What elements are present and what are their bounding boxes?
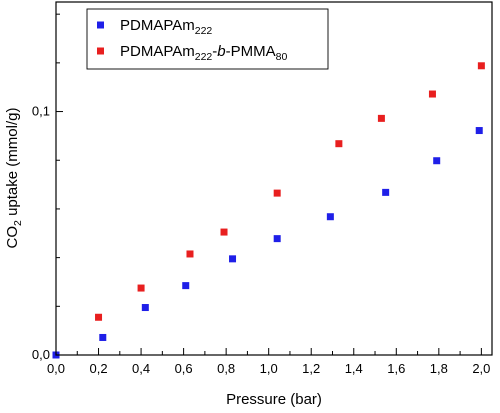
series-2-point <box>428 90 436 98</box>
y-tick-label: 0,1 <box>32 104 50 119</box>
series-1-point <box>99 333 107 341</box>
x-tick-label: 0,2 <box>89 361 107 376</box>
x-tick-label: 1,2 <box>302 361 320 376</box>
marker-layer <box>52 62 485 359</box>
series-1-point <box>382 188 390 196</box>
legend-marker-1 <box>97 21 104 29</box>
series-2-point <box>377 114 385 122</box>
series-2-point <box>477 62 485 70</box>
series-1-point <box>475 127 483 135</box>
x-tick-label: 2,0 <box>472 361 490 376</box>
legend-label-2: PDMAPAm222-b-PMMA80 <box>120 43 287 63</box>
legend: PDMAPAm222 PDMAPAm222-b-PMMA80 <box>86 8 329 70</box>
series-1-point <box>141 304 149 312</box>
series-2-point <box>95 313 103 321</box>
x-tick-label: 1,0 <box>260 361 278 376</box>
x-tick-label: 0,8 <box>217 361 235 376</box>
x-tick-label: 0,6 <box>175 361 193 376</box>
x-tick-label: 1,6 <box>387 361 405 376</box>
y-axis-label: CO2 uptake (mmol/g) <box>4 108 24 249</box>
legend-marker-2 <box>97 47 104 55</box>
series-1-point <box>182 282 190 290</box>
legend-label-1: PDMAPAm222 <box>120 17 212 37</box>
series-2-point <box>335 140 343 148</box>
series-1-point <box>433 157 441 165</box>
x-tick-label: 1,4 <box>345 361 363 376</box>
x-axis-label: Pressure (bar) <box>226 391 322 408</box>
series-1-point <box>229 255 237 263</box>
x-tick-label: 1,8 <box>430 361 448 376</box>
series-2-point <box>137 284 145 292</box>
series-2-point <box>186 250 194 258</box>
tick-layer: 0,0 0,2 0,4 0,6 0,8 1,0 1,2 1,4 1,6 1,8 2,0 0,0 0,1 <box>32 13 490 376</box>
plot-frame <box>55 1 493 356</box>
x-tick-label: 0,0 <box>47 361 65 376</box>
y-tick-label: 0,0 <box>32 347 50 362</box>
series-1-point <box>326 213 334 221</box>
legend-box <box>86 8 329 70</box>
series-2-point <box>220 228 228 236</box>
series-2-point <box>273 189 281 197</box>
series-1-point <box>273 235 281 243</box>
x-tick-label: 0,4 <box>132 361 150 376</box>
